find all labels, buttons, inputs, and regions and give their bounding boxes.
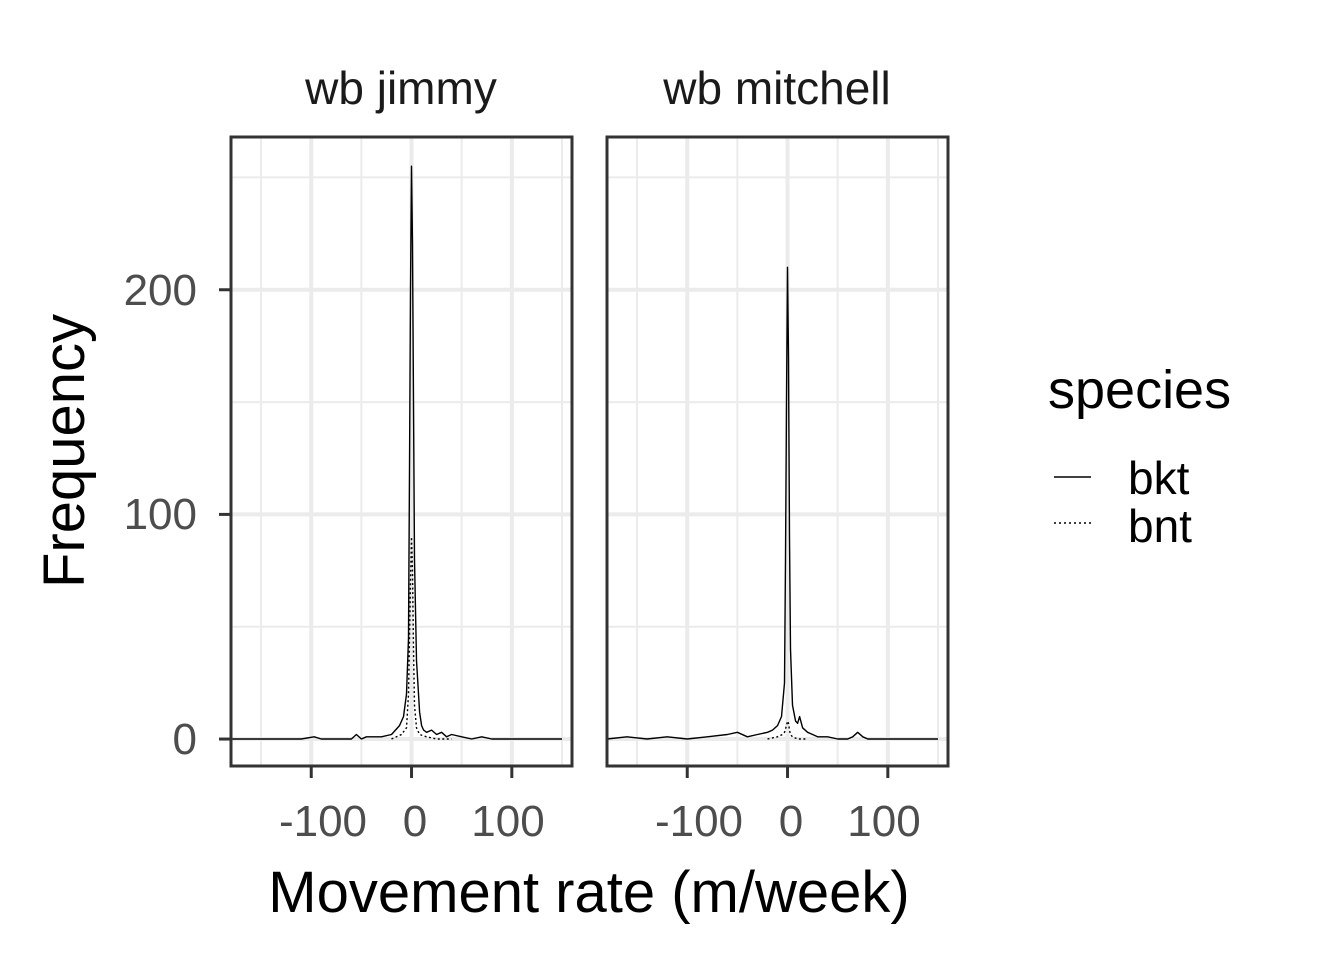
panel-border xyxy=(605,135,950,768)
series-line-bnt xyxy=(391,536,452,740)
y-tick-label-100: 100 xyxy=(124,490,197,539)
panel-wb-mitchell xyxy=(605,135,950,778)
y-tick-label-0: 0 xyxy=(173,715,197,764)
series-line-bkt xyxy=(606,266,938,740)
panel-border xyxy=(229,135,574,768)
x-tick-label-mitchell-0: 0 xyxy=(779,797,803,846)
y-tick-label-200: 200 xyxy=(124,266,197,315)
series-line-bnt xyxy=(767,720,808,740)
facet-title-wb-mitchell: wb mitchell xyxy=(662,62,891,114)
legend: species bkt bnt xyxy=(1048,360,1231,552)
panel-wb-jimmy xyxy=(219,135,574,778)
legend-label-bnt: bnt xyxy=(1128,500,1192,552)
x-tick-label-mitchell-neg100: -100 xyxy=(655,797,743,846)
series-line-bkt xyxy=(231,165,562,740)
x-axis-title: Movement rate (m/week) xyxy=(268,860,909,925)
facet-title-wb-jimmy: wb jimmy xyxy=(304,62,497,114)
x-tick-label-jimmy-100: 100 xyxy=(471,797,544,846)
legend-label-bkt: bkt xyxy=(1128,452,1190,504)
x-tick-label-jimmy-neg100: -100 xyxy=(279,797,367,846)
x-tick-label-jimmy-0: 0 xyxy=(403,797,427,846)
legend-title: species xyxy=(1048,360,1231,420)
y-axis-title: Frequency xyxy=(32,314,97,588)
x-tick-label-mitchell-100: 100 xyxy=(847,797,920,846)
